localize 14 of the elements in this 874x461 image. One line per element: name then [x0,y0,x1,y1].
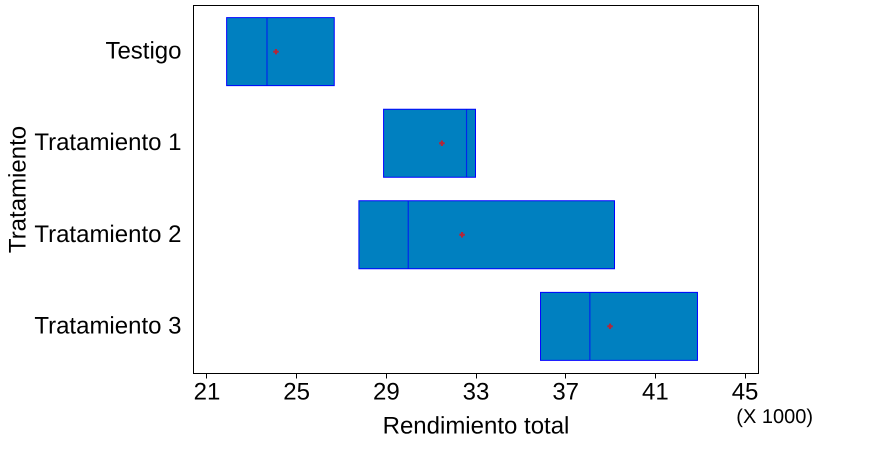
text: (X 1000) [736,406,813,428]
x-tick-label: 45 [732,378,758,406]
x-tick-label: 29 [372,378,400,406]
y-tick-label: Tratamiento 1 [34,129,182,156]
x-tick-label: 41 [642,378,669,406]
x-tick-label: 25 [283,378,310,406]
y-axis-title: Tratamiento [4,126,32,254]
x-tick-label: 21 [194,378,220,406]
x-axis-title: Rendimiento total [382,412,570,440]
x-tick-label: 37 [552,378,580,406]
y-tick-label: Tratamiento 2 [34,220,182,248]
y-tick-label: Testigo [105,38,182,65]
x-tick-label: 33 [462,378,490,406]
y-tick-label: Tratamiento 3 [34,312,182,340]
